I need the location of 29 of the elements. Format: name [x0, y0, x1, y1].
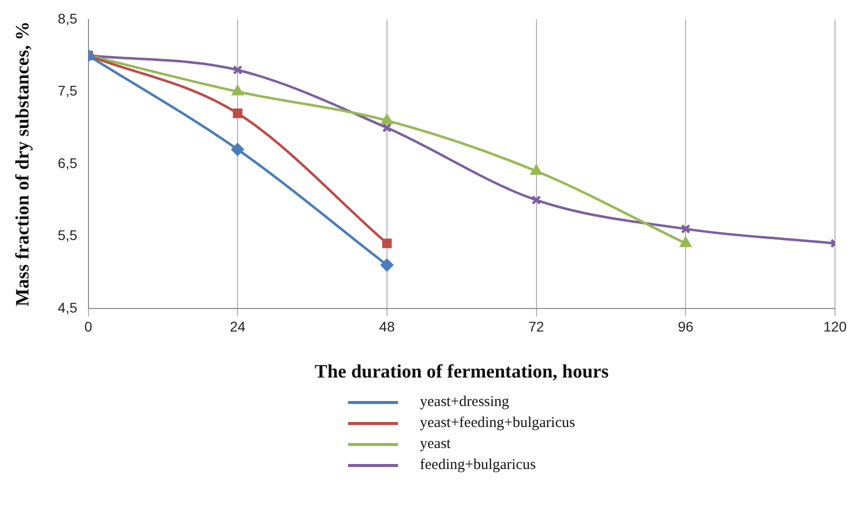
x-tick-label: 48 — [379, 318, 395, 335]
point — [380, 258, 394, 272]
point — [381, 114, 393, 124]
point — [530, 164, 542, 175]
x-tick-label: 96 — [678, 318, 694, 335]
x-tick-label: 120 — [823, 318, 847, 335]
point — [382, 238, 392, 248]
legend-label: yeast+dressing — [420, 394, 510, 411]
legend-label: yeast+feeding+bulgaricus — [420, 415, 576, 432]
legend-label: feeding+bulgaricus — [420, 457, 536, 474]
point — [680, 237, 692, 248]
legend-label: yeast — [420, 436, 451, 453]
y-tick-label: 6,5 — [58, 154, 78, 171]
point — [231, 143, 244, 156]
point — [232, 85, 244, 96]
y-tick-label: 7,5 — [58, 82, 78, 99]
point — [232, 65, 242, 75]
y-tick-label: 4,5 — [58, 299, 78, 316]
point — [532, 195, 542, 205]
y-tick-label: 5,5 — [58, 227, 78, 244]
x-tick-label: 0 — [84, 318, 92, 335]
x-axis-title: The duration of fermentation, hours — [314, 362, 609, 383]
point — [232, 108, 242, 118]
x-tick-label: 72 — [528, 318, 544, 335]
y-tick-label: 8,5 — [58, 10, 78, 26]
y-axis-title: Mass fraction of dry substances, % — [12, 21, 34, 306]
point — [680, 224, 690, 234]
x-tick-label: 24 — [230, 318, 246, 335]
point — [382, 122, 392, 133]
